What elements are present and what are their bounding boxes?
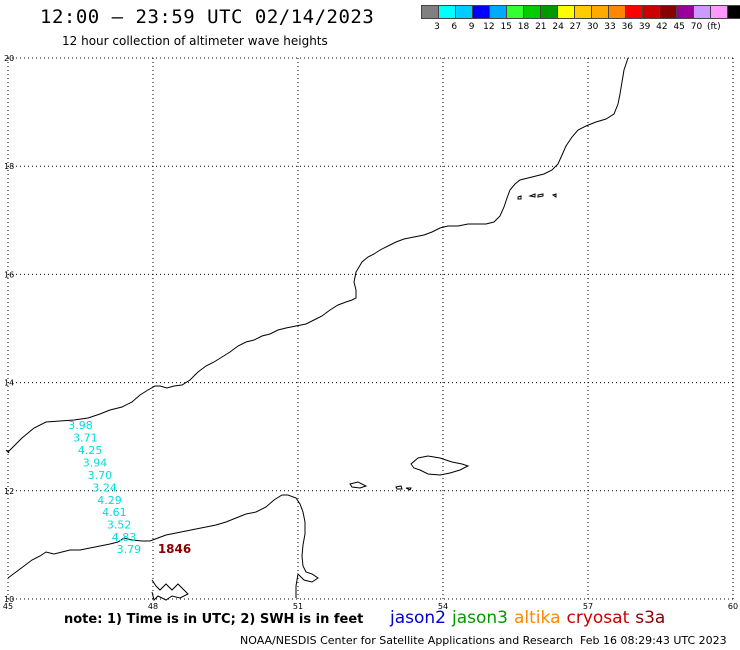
arabian-coastline [7, 57, 629, 453]
wave-height-label: 3.24 [92, 481, 117, 494]
colorbar-label: 70 [690, 22, 703, 32]
colorbar-label: 33 [604, 22, 616, 32]
wave-height-observations: 3.983.714.253.943.703.244.294.613.524.83… [68, 419, 191, 556]
kuria-muria-island-3 [537, 193, 544, 198]
wave-height-label: 3.79 [117, 543, 142, 556]
coastline [5, 57, 629, 601]
brothers-island-2 [405, 487, 412, 491]
lon-tick-label: 54 [438, 602, 448, 611]
pass-time-label: 1846 [158, 542, 191, 556]
lat-tick-label: 12 [4, 487, 14, 496]
colorbar-label: 45 [673, 22, 685, 32]
somali-coast-fragment [151, 579, 189, 601]
colorbar-labels: 3 6 9 12 15 18 21 24 27 30 33 36 39 42 45 70 (ft) [421, 22, 740, 34]
wave-height-label: 4.25 [78, 444, 103, 457]
colorbar-cell [727, 5, 740, 19]
african-coastline [7, 494, 319, 598]
satellite-legend: jason2 jason3 altika cryosat s3a [390, 608, 671, 628]
abd-al-kuri-island [349, 481, 368, 489]
coast-mark-left [5, 449, 10, 454]
lon-tick-label: 51 [293, 602, 303, 611]
kuria-muria-island-4 [551, 193, 557, 198]
wave-height-label: 4.83 [112, 531, 137, 544]
satellite-legend-item: cryosat [566, 608, 630, 628]
map-grid [7, 57, 734, 600]
footer-timestamp: Feb 16 08:29:43 UTC 2023 [580, 634, 727, 647]
lon-tick-label: 60 [728, 602, 738, 611]
colorbar-label: (ft) [707, 22, 721, 32]
colorbar-label: 9 [468, 22, 475, 32]
lon-tick-label: 57 [583, 602, 593, 611]
wave-height-label: 4.29 [97, 494, 122, 507]
colorbar-label: 42 [656, 22, 668, 32]
lat-tick-label: 14 [4, 379, 14, 388]
axis-labels: 45 48 51 54 57 60 20 18 16 14 12 10 [3, 54, 738, 611]
colorbar-label: 12 [483, 22, 495, 32]
satellite-legend-item: jason3 [452, 608, 508, 628]
kuria-muria-island-2 [528, 193, 536, 198]
lon-tick-label: 48 [148, 602, 158, 611]
lon-tick-label: 45 [3, 602, 13, 611]
satellite-legend-item: s3a [635, 608, 666, 628]
wave-height-label: 3.94 [83, 456, 108, 469]
wave-height-label: 3.98 [68, 419, 93, 432]
colorbar-label: 27 [569, 22, 582, 32]
colorbar-label: 15 [500, 22, 512, 32]
satellite-legend-item: altika [514, 608, 561, 628]
colorbar-label: 3 [434, 22, 440, 32]
satellite-legend-item: jason2 [390, 608, 446, 628]
lat-tick-label: 18 [4, 162, 14, 171]
lat-tick-label: 10 [4, 595, 14, 604]
lat-tick-label: 20 [4, 54, 14, 63]
footer-note: note: 1) Time is in UTC; 2) SWH is in fe… [64, 612, 364, 627]
kuria-muria-island-1 [517, 195, 522, 200]
colorbar-label: 18 [517, 22, 530, 32]
brothers-island-1 [395, 485, 403, 490]
colorbar-label: 39 [638, 22, 651, 32]
colorbar-label: 36 [621, 22, 634, 32]
colorbar-label: 30 [586, 22, 599, 32]
lat-tick-label: 16 [4, 270, 14, 279]
wave-height-colorbar [421, 5, 740, 19]
colorbar-label: 24 [552, 22, 564, 32]
wave-height-label: 4.61 [102, 506, 127, 519]
wave-height-label: 3.52 [107, 519, 132, 532]
chart-subtitle: 12 hour collection of altimeter wave hei… [62, 34, 328, 48]
footer-credit: NOAA/NESDIS Center for Satellite Applica… [240, 634, 574, 647]
wave-height-label: 3.71 [73, 432, 98, 445]
colorbar-label: 6 [451, 22, 458, 32]
colorbar-label: 21 [535, 22, 547, 32]
chart-title: 12:00 — 23:59 UTC 02/14/2023 [40, 6, 375, 28]
wave-height-label: 3.70 [88, 469, 113, 482]
socotra-island [410, 455, 470, 476]
